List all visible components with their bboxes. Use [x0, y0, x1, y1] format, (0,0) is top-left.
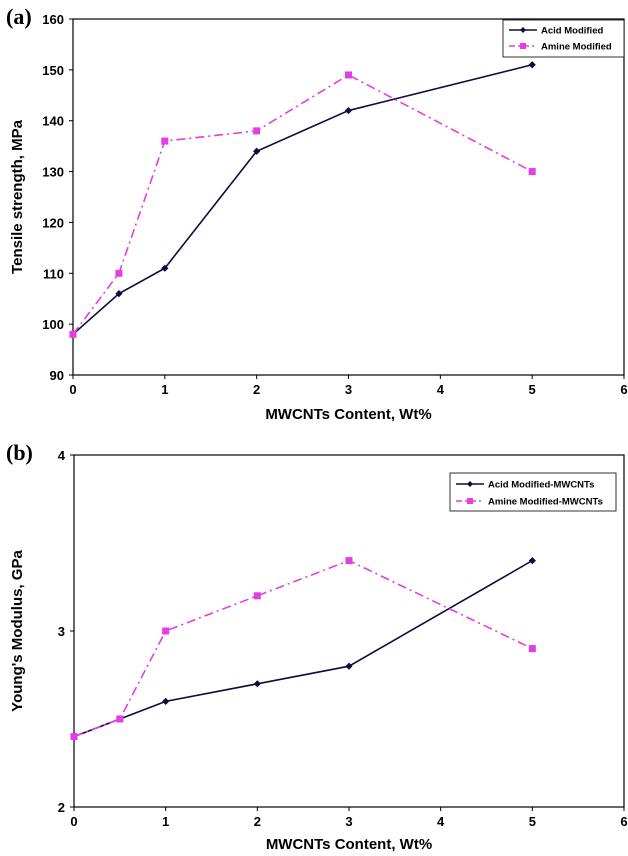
y-tick-label: 140: [42, 114, 64, 129]
y-tick-label: 160: [42, 12, 64, 27]
y-tick-label: 90: [50, 368, 64, 383]
x-tick-label: 0: [70, 814, 77, 829]
data-point-series-1: [253, 680, 261, 688]
x-tick-label: 4: [437, 382, 445, 397]
x-tick-label: 6: [620, 814, 627, 829]
data-point-series-2: [345, 557, 353, 565]
x-tick-label: 6: [620, 382, 627, 397]
x-tick-label: 2: [253, 382, 260, 397]
y-axis-title: Young's Modulus, GPa: [9, 550, 26, 712]
data-point-series-1: [162, 697, 170, 705]
data-point-series-2: [162, 627, 170, 635]
legend-label-2: Amine Modified-MWCNTs: [488, 497, 603, 508]
data-point-series-2: [69, 330, 77, 338]
data-point-series-2: [161, 137, 169, 145]
y-tick-label: 100: [42, 317, 64, 332]
y-axis-title: Tensile strength, MPa: [9, 119, 26, 274]
data-point-series-2: [528, 168, 536, 176]
series-line-1: [73, 559, 533, 738]
y-tick-label: 120: [42, 215, 64, 230]
data-point-series-2: [70, 733, 78, 741]
data-point-series-2: [345, 71, 352, 79]
data-point-series-2: [115, 269, 123, 277]
legend-marker-1: [520, 27, 526, 33]
x-tick-label: 3: [345, 382, 352, 397]
x-axis-title: MWCNTs Content, Wt%: [266, 836, 432, 853]
data-point-series-2: [253, 127, 261, 135]
legend-marker-2: [467, 498, 473, 504]
chart-svg-b: 0 1 2 3 4 5 6 2 3 4 MWCNTs Content, Wt% Young's Mod…: [9, 448, 628, 853]
x-tick-label: 1: [161, 382, 168, 397]
data-point-series-1: [528, 557, 536, 565]
data-point-series-1: [161, 264, 169, 272]
data-point-series-1: [344, 106, 353, 115]
chart-panel-a: (a) 0 1 2 3 4 5 6 90 100 110 120 130 140 150 160 MWCNTs…: [6, 4, 628, 423]
series-line-2: [73, 559, 533, 738]
y-tick-label: 150: [42, 63, 64, 78]
x-tick-label: 1: [162, 814, 169, 829]
legend-box: [502, 19, 625, 58]
legend-box: [449, 472, 617, 512]
x-tick-label: 4: [437, 814, 445, 829]
series-line-1: [72, 63, 533, 335]
x-axis-title: MWCNTs Content, Wt%: [265, 406, 431, 423]
chart-panel-b: (b) 0 1 2 3 4 5 6 2 3 4 MWCNTs Content, Wt% Young's…: [0, 436, 628, 856]
data-point-series-1: [253, 147, 261, 155]
legend-label-2: Amine Modified: [541, 42, 612, 53]
x-tick-label: 0: [69, 382, 76, 397]
data-point-series-1: [115, 290, 123, 298]
data-point-series-2: [116, 715, 124, 723]
y-tick-label: 3: [58, 624, 65, 639]
legend-label-1: Acid Modified: [541, 26, 603, 37]
legend-label-1: Acid Modified-MWCNTs: [488, 480, 594, 491]
series-line-2: [72, 74, 533, 335]
data-point-series-2: [528, 645, 536, 653]
y-tick-label: 110: [43, 266, 64, 281]
y-tick-label: 130: [42, 165, 64, 180]
x-tick-label: 3: [345, 814, 352, 829]
x-tick-label: 5: [529, 382, 536, 397]
data-point-series-1: [345, 662, 353, 670]
y-tick-label: 2: [58, 800, 65, 815]
legend-marker-1: [467, 481, 473, 487]
y-tick-label: 4: [58, 448, 66, 463]
x-tick-label: 2: [254, 814, 261, 829]
data-point-series-1: [528, 61, 536, 69]
panel-label-b: (b): [6, 440, 33, 465]
legend-marker-2: [520, 43, 526, 49]
data-point-series-2: [253, 592, 261, 600]
panel-label-a: (a): [6, 4, 32, 29]
chart-svg-a: 0 1 2 3 4 5 6 90 100 110 120 130 140 150 160 MWCNTs Con…: [9, 12, 628, 423]
x-tick-label: 5: [529, 814, 536, 829]
